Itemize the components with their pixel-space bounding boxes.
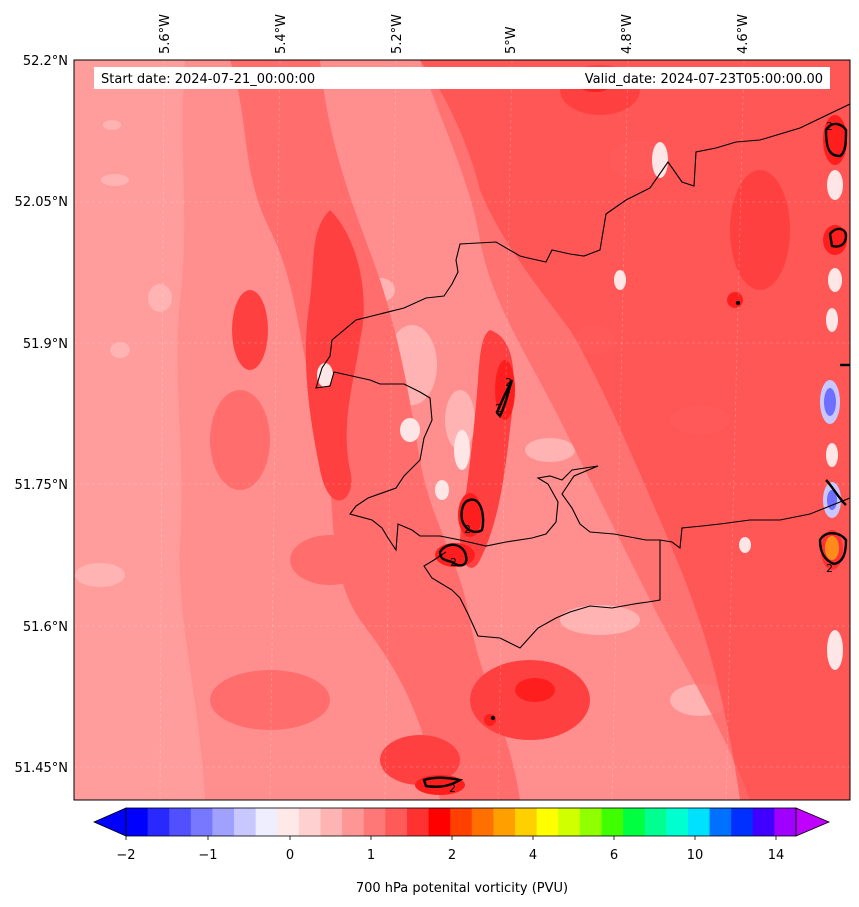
header-box: Start date: 2024-07-21_00:00:00 Valid_da…: [94, 67, 830, 89]
contour-label: 2: [826, 562, 833, 575]
lat-label: 51.6°N: [23, 620, 68, 635]
colorbar-swatch: [428, 808, 451, 836]
map-frame: [73, 59, 851, 801]
colorbar-swatch: [320, 808, 343, 836]
colorbar-swatch: [536, 808, 559, 836]
lon-label: 5.4°W: [274, 14, 289, 54]
colorbar-swatch: [342, 808, 365, 836]
colorbar-tick-label: 2: [448, 848, 456, 863]
colorbar-tick-label: 4: [529, 848, 537, 863]
map-panel: 2 2 2 2 2 2 2 Start date: 2024-07-21_00:…: [74, 60, 850, 800]
colorbar-swatches: [126, 808, 797, 836]
colorbar-swatch: [190, 808, 213, 836]
lon-label: 5°W: [504, 26, 519, 54]
colorbar-tick-label: 14: [768, 848, 785, 863]
colorbar-swatch: [731, 808, 754, 836]
lat-label: 51.75°N: [15, 478, 68, 493]
lat-label: 51.45°N: [15, 761, 68, 776]
colorbar-swatch: [515, 808, 538, 836]
coastline-south: [423, 540, 661, 649]
colorbar-under-arrow: [93, 807, 127, 837]
colorbar-tick-label: −1: [198, 848, 217, 863]
contour-label: 2: [464, 523, 471, 536]
colorbar-swatch: [126, 808, 149, 836]
pv-2-contour-labels: 2 2 2 2 2 2 2: [449, 120, 833, 795]
pv-field-west-band: [74, 60, 205, 800]
colorbar-swatch: [579, 808, 602, 836]
colorbar-swatch: [709, 808, 732, 836]
pv-2-contours: [422, 122, 850, 788]
colorbar-swatch: [385, 808, 408, 836]
colorbar-swatch: [558, 808, 581, 836]
lon-labels: 5.6°W 5.4°W 5.2°W 5°W 4.8°W 4.6°W: [158, 14, 751, 54]
colorbar-swatch: [666, 808, 689, 836]
colorbar-swatch: [298, 808, 322, 836]
colorbar-swatch: [169, 808, 192, 836]
colorbar-swatch: [471, 808, 494, 836]
colorbar-frame: [125, 807, 797, 837]
colorbar-over-arrow: [795, 807, 831, 837]
start-date: Start date: 2024-07-21_00:00:00: [101, 72, 315, 87]
contour-label: 2: [449, 782, 456, 795]
colorbar-swatch: [601, 808, 624, 836]
colorbar-swatch: [147, 808, 170, 836]
colorbar-ticks: −2 −1 0 1 2 4 6 10 14: [116, 836, 784, 863]
colorbar-swatch: [774, 808, 797, 836]
contour-label: 2: [450, 556, 457, 569]
lat-labels: 52.2°N 52.05°N 51.9°N 51.75°N 51.6°N 51.…: [15, 54, 68, 776]
colorbar: −2 −1 0 1 2 4 6 10 14 700 hPa potenital vorticit…: [93, 807, 831, 896]
lon-label: 5.6°W: [158, 14, 173, 54]
colorbar-swatch: [363, 808, 386, 836]
lat-label: 51.9°N: [23, 337, 68, 352]
lat-label: 52.2°N: [23, 54, 68, 69]
pv-field-negative-spots: [820, 380, 841, 518]
colorbar-tick-label: 1: [367, 848, 375, 863]
colorbar-tick-label: 0: [286, 848, 294, 863]
isolated-dots: [490, 300, 741, 721]
valid-date: Valid_date: 2024-07-23T05:00:00.00: [585, 72, 823, 87]
colorbar-tick-label: −2: [116, 848, 135, 863]
contour-label: 2: [826, 120, 833, 133]
coastline: [315, 103, 850, 552]
colorbar-swatch: [255, 808, 278, 836]
lon-label: 4.6°W: [736, 14, 751, 54]
lon-label: 5.2°W: [390, 14, 405, 54]
lat-label: 52.05°N: [15, 195, 68, 210]
contour-label: 2: [505, 376, 512, 389]
lon-label: 4.8°W: [620, 14, 635, 54]
colorbar-swatch: [623, 808, 646, 836]
contour-label: 2: [495, 402, 502, 415]
colorbar-swatch: [406, 808, 430, 836]
colorbar-swatch: [644, 808, 667, 836]
pv-field-white-patches: [317, 142, 843, 670]
colorbar-swatch: [687, 808, 711, 836]
colorbar-swatch: [277, 808, 300, 836]
colorbar-tick-label: 6: [610, 848, 618, 863]
colorbar-tick-label: 10: [687, 848, 704, 863]
colorbar-swatch: [752, 808, 775, 836]
colorbar-title: 700 hPa potenital vorticity (PVU): [356, 881, 568, 896]
colorbar-swatch: [493, 808, 516, 836]
colorbar-swatch: [212, 808, 235, 836]
colorbar-swatch: [450, 808, 473, 836]
colorbar-swatch: [234, 808, 257, 836]
